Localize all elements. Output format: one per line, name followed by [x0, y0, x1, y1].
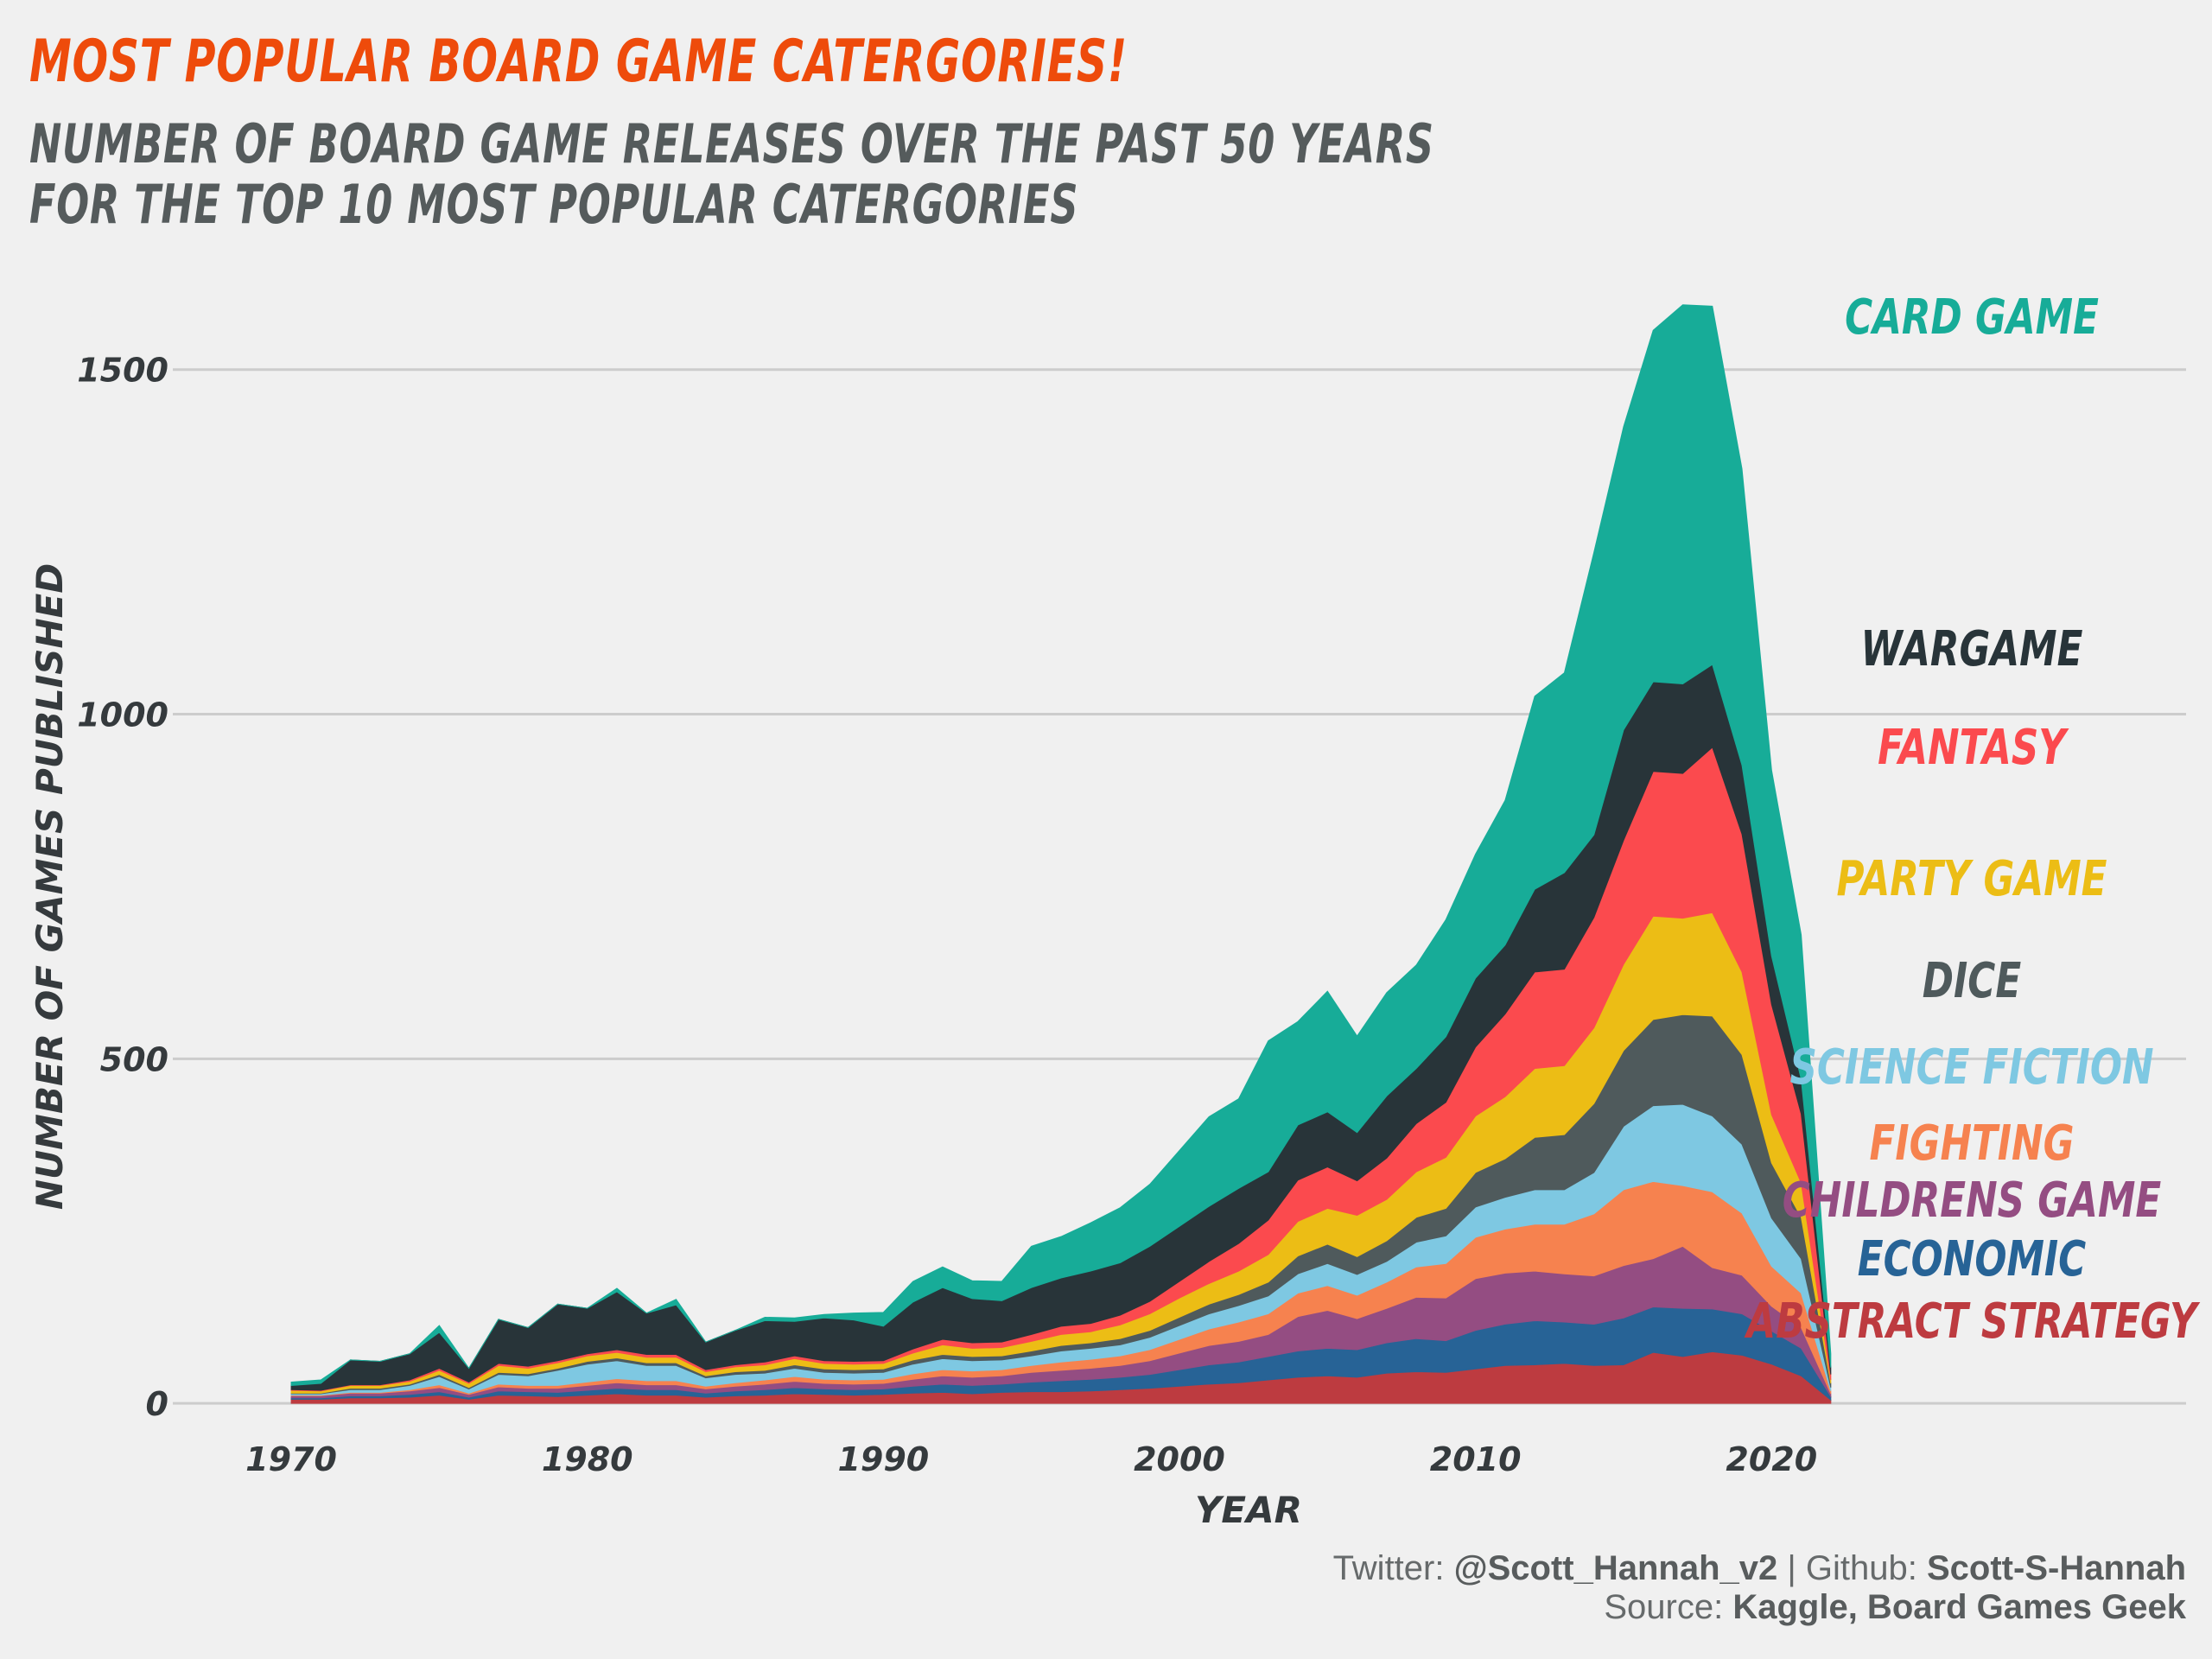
label-fantasy: Fantasy	[1878, 719, 2069, 776]
chart-subtitle-line-2: for the top 10 most popular catergories	[29, 173, 1079, 236]
caption-source-value: Kaggle, Board Games Geek	[1732, 1588, 2186, 1626]
caption-source-label: Source:	[1604, 1588, 1724, 1626]
area-series	[290, 304, 1832, 1404]
label-childrens-game: Childrens Game	[1783, 1172, 2161, 1229]
y-tick-label: 500	[100, 1040, 168, 1078]
x-tick-label: 2000	[1134, 1440, 1225, 1478]
caption-source: Source: Kaggle, Board Games Geek	[1604, 1588, 2186, 1627]
x-axis-title: Year	[1195, 1489, 1302, 1531]
caption-github-label: Github:	[1805, 1549, 1917, 1587]
series-labels: Abstract StrategyEconomicChildrens GameF…	[1744, 289, 2201, 1350]
label-science-fiction: Science Fiction	[1789, 1039, 2153, 1096]
x-tick-label: 2020	[1726, 1440, 1817, 1478]
x-tick-label: 2010	[1430, 1440, 1522, 1478]
label-dice: Dice	[1923, 952, 2021, 1009]
caption-twitter-label: Twitter:	[1332, 1549, 1445, 1587]
label-abstract-strategy: Abstract Strategy	[1744, 1293, 2201, 1350]
caption-twitter-handle: @Scott_Hannah_v2	[1453, 1549, 1778, 1587]
chart-title: Most popular board game catergories!	[29, 28, 1128, 96]
axes: 0 500 1000 1500 1970 1980 1990 2000 2010 2020 Year…	[29, 352, 1817, 1531]
area-card-game	[290, 304, 1832, 1386]
y-tick-label: 1000	[77, 696, 168, 734]
label-economic: Economic	[1858, 1230, 2087, 1287]
x-tick-label: 1980	[542, 1440, 633, 1478]
y-axis-title: Number of Games Published	[29, 563, 71, 1210]
caption-credits: Twitter: @Scott_Hannah_v2 | Github: Scot…	[1333, 1549, 2186, 1588]
caption-github-handle: Scott-S-Hannah	[1927, 1549, 2186, 1587]
chart-subtitle-line-1: Number of board game releases over the p…	[29, 112, 1434, 175]
label-fighting: Fighting	[1870, 1115, 2075, 1172]
x-tick-label: 1990	[837, 1440, 929, 1478]
y-tick-label: 0	[146, 1385, 168, 1423]
label-card-game: Card Game	[1845, 289, 2099, 346]
x-tick-label: 1970	[245, 1440, 337, 1478]
caption-separator: |	[1787, 1549, 1796, 1587]
y-tick-label: 1500	[77, 352, 168, 390]
label-wargame: Wargame	[1861, 620, 2083, 677]
label-party-game: Party Game	[1837, 850, 2107, 907]
